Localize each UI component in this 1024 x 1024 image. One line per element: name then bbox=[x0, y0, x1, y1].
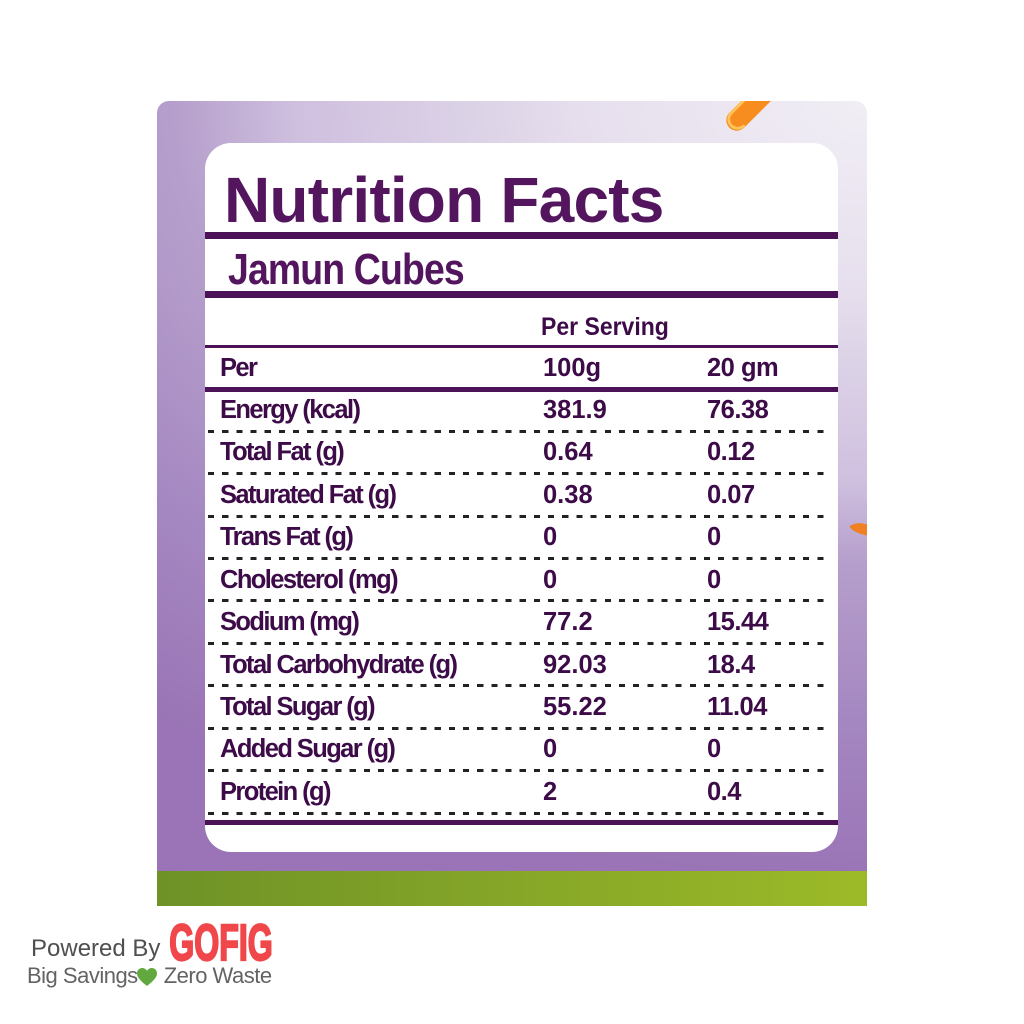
svg-text:GOFIG: GOFIG bbox=[169, 917, 272, 965]
